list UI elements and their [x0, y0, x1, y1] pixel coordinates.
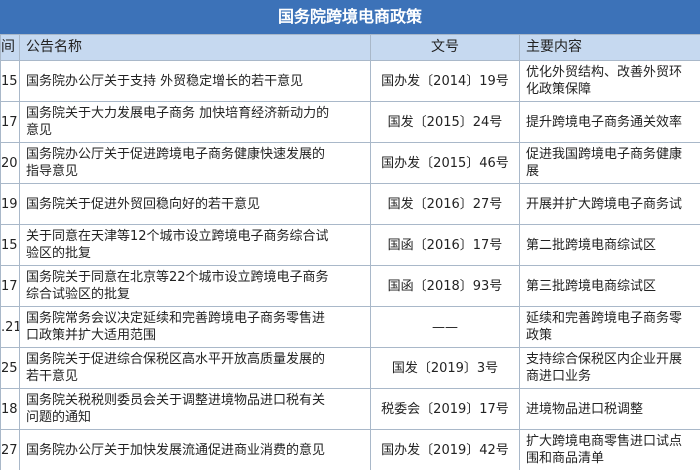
number-cell: 国发〔2019〕3号: [370, 347, 520, 389]
text-line: 进境物品进口税调整: [526, 401, 644, 417]
content-cell: 开展并扩大跨境电子商务试: [519, 183, 700, 225]
table-row: 19 国务院关于促进外贸回稳向好的若干意见 国发〔2016〕27号 开展并扩大跨境电子…: [0, 183, 700, 225]
text-line: 综合试验区的批复: [26, 287, 131, 302]
date-cell: 17: [0, 265, 20, 307]
text-line: 问题的通知: [26, 410, 92, 425]
number-cell: 国发〔2016〕27号: [370, 183, 520, 225]
header-cell: 公告名称: [19, 34, 371, 61]
name-cell: 国务院关于大力发展电子商务 加快培育经济新动力的 意见: [19, 101, 371, 143]
text-line: 促进我国跨境电子商务健康: [526, 147, 683, 162]
number-cell: 税委会〔2019〕17号: [370, 388, 520, 430]
text-line: 国务院常务会议决定延续和完善跨境电子商务零售进: [26, 311, 326, 326]
content-cell: 第二批跨境电商综试区: [519, 224, 700, 266]
text-line: 国务院关于促进外贸回稳向好的若干意见: [26, 196, 261, 212]
content-cell: 提升跨境电子商务通关效率: [519, 101, 700, 143]
text-line: 围和商品清单: [526, 451, 605, 466]
text-line: 国务院办公厅关于促进跨境电子商务健康快速发展的: [26, 147, 326, 162]
content-cell: 优化外贸结构、改善外贸环 化政策保障: [519, 60, 700, 102]
table-title: 国务院跨境电商政策: [0, 0, 700, 34]
text-line: 若干意见: [26, 369, 79, 384]
name-cell: 国务院办公厅关于促进跨境电子商务健康快速发展的 指导意见: [19, 142, 371, 184]
text-line: 意见: [26, 123, 53, 138]
date-cell: .21: [0, 306, 20, 348]
text-line: 关于同意在天津等12个城市设立跨境电子商务综合试: [26, 229, 329, 244]
number-cell: 国函〔2016〕17号: [370, 224, 520, 266]
number-cell: 国办发〔2014〕19号: [370, 60, 520, 102]
header-cell: 文号: [370, 34, 520, 61]
text-line: 指导意见: [26, 164, 79, 179]
text-line: 开展并扩大跨境电子商务试: [526, 196, 683, 212]
text-line: 政策: [526, 328, 553, 343]
table-row: 27 国务院办公厅关于加快发展流通促进商业消费的意见 国办发〔2019〕42号 扩大跨…: [0, 429, 700, 470]
date-cell: 15: [0, 60, 20, 102]
table-row: 20 国务院办公厅关于促进跨境电子商务健康快速发展的 指导意见 国办发〔2015〕46…: [0, 142, 700, 184]
name-cell: 关于同意在天津等12个城市设立跨境电子商务综合试 验区的批复: [19, 224, 371, 266]
number-cell: ——: [370, 306, 520, 348]
text-line: 展: [526, 164, 540, 179]
table-row: 18 国务院关税税则委员会关于调整进境物品进口税有关 问题的通知 税委会〔2019〕1…: [0, 388, 700, 430]
content-cell: 促进我国跨境电子商务健康展: [519, 142, 700, 184]
table-row: 15 关于同意在天津等12个城市设立跨境电子商务综合试 验区的批复 国函〔2016〕1…: [0, 224, 700, 266]
name-cell: 国务院常务会议决定延续和完善跨境电子商务零售进 口政策并扩大适用范围: [19, 306, 371, 348]
text-line: 国务院关于大力发展电子商务 加快培育经济新动力的: [26, 106, 330, 121]
text-line: 商进口业务: [526, 369, 592, 384]
text-line: 验区的批复: [26, 246, 92, 261]
text-line: 口政策并扩大适用范围: [26, 328, 157, 343]
header-cell: 主要内容: [519, 34, 700, 61]
content-cell: 进境物品进口税调整: [519, 388, 700, 430]
text-line: 延续和完善跨境电子商务零: [526, 311, 683, 326]
text-line: 第三批跨境电商综试区: [526, 278, 657, 294]
table-row: 25 国务院关于促进综合保税区高水平开放高质量发展的 若干意见 国发〔2019〕3号支…: [0, 347, 700, 389]
number-cell: 国办发〔2019〕42号: [370, 429, 520, 470]
date-cell: 17: [0, 101, 20, 143]
text-line: 化政策保障: [526, 82, 592, 97]
table-row: 15 国务院办公厅关于支持 外贸稳定增长的若干意见 国办发〔2014〕19号 优化外贸…: [0, 60, 700, 102]
date-cell: 27: [0, 429, 20, 470]
text-line: 扩大跨境电商零售进口试点: [526, 434, 683, 449]
name-cell: 国务院关于同意在北京等22个城市设立跨境电子商务 综合试验区的批复: [19, 265, 371, 307]
text-line: 优化外贸结构、改善外贸环: [526, 65, 683, 80]
date-cell: 15: [0, 224, 20, 266]
content-cell: 扩大跨境电商零售进口试点 围和商品清单: [519, 429, 700, 470]
header-cell: 间: [0, 34, 20, 61]
name-cell: 国务院办公厅关于支持 外贸稳定增长的若干意见: [19, 60, 371, 102]
text-line: 国务院关于促进综合保税区高水平开放高质量发展的: [26, 352, 326, 367]
text-line: 国务院关于同意在北京等22个城市设立跨境电子商务: [26, 270, 329, 285]
number-cell: 国发〔2015〕24号: [370, 101, 520, 143]
name-cell: 国务院关税税则委员会关于调整进境物品进口税有关 问题的通知: [19, 388, 371, 430]
name-cell: 国务院关于促进外贸回稳向好的若干意见: [19, 183, 371, 225]
name-cell: 国务院关于促进综合保税区高水平开放高质量发展的 若干意见: [19, 347, 371, 389]
text-line: 支持综合保税区内企业开展: [526, 352, 683, 367]
table-row: 17 国务院关于大力发展电子商务 加快培育经济新动力的 意见 国发〔2015〕24号提…: [0, 101, 700, 143]
text-line: 提升跨境电子商务通关效率: [526, 114, 683, 130]
text-line: 国务院关税税则委员会关于调整进境物品进口税有关: [26, 393, 326, 408]
text-line: 第二批跨境电商综试区: [526, 237, 657, 253]
name-cell: 国务院办公厅关于加快发展流通促进商业消费的意见: [19, 429, 371, 470]
text-line: 国务院办公厅关于支持 外贸稳定增长的若干意见: [26, 73, 304, 89]
number-cell: 国办发〔2015〕46号: [370, 142, 520, 184]
content-cell: 第三批跨境电商综试区: [519, 265, 700, 307]
date-cell: 19: [0, 183, 20, 225]
date-cell: 18: [0, 388, 20, 430]
policy-table: 间 公告名称 文号 主要内容 15 国务院办公厅关于支持 外贸稳定增长的若干意见国…: [0, 34, 700, 470]
header-row: 间 公告名称 文号 主要内容: [0, 34, 700, 61]
number-cell: 国函〔2018〕93号: [370, 265, 520, 307]
content-cell: 支持综合保税区内企业开展 商进口业务: [519, 347, 700, 389]
date-cell: 20: [0, 142, 20, 184]
table-row: 17 国务院关于同意在北京等22个城市设立跨境电子商务 综合试验区的批复 国函〔201…: [0, 265, 700, 307]
content-cell: 延续和完善跨境电子商务零 政策: [519, 306, 700, 348]
date-cell: 25: [0, 347, 20, 389]
table-row: .21国务院常务会议决定延续和完善跨境电子商务零售进口政策并扩大适用范围——延续…: [0, 306, 700, 348]
text-line: 国务院办公厅关于加快发展流通促进商业消费的意见: [26, 442, 326, 458]
